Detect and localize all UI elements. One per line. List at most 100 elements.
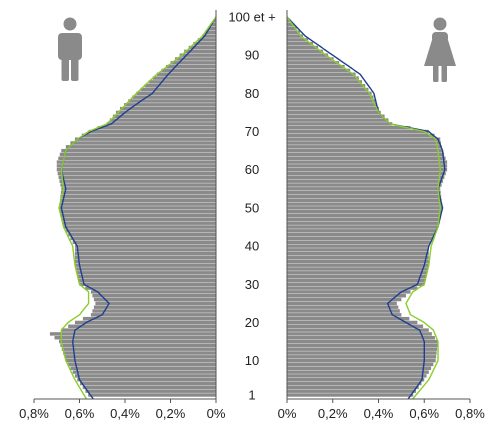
- female-bar-age-67: [287, 141, 442, 145]
- male-bar-age-76: [120, 106, 216, 111]
- male-bar-age-21: [82, 316, 216, 321]
- female-bar-age-8: [287, 366, 432, 370]
- age-axis-labels: 1 10 20 30 40 50 60 70 80 90 100 et +: [228, 10, 275, 403]
- male-bar-age-68: [74, 137, 216, 141]
- female-bar-age-4: [287, 381, 422, 386]
- x-left-tick-label: 0,8%: [19, 406, 49, 421]
- female-bar-age-69: [287, 133, 435, 138]
- male-bar-age-77: [124, 103, 216, 107]
- male-bar-age-29: [85, 286, 216, 290]
- female-bar-age-44: [287, 229, 437, 233]
- female-bar-age-77: [287, 103, 378, 107]
- female-bar-age-15: [287, 339, 438, 344]
- female-bar-age-82: [287, 84, 366, 88]
- female-bar-age-50: [287, 206, 443, 210]
- female-bar-age-80: [287, 91, 372, 96]
- female-bar-age-81: [287, 87, 369, 92]
- x-left-tick-label: 0,2%: [156, 406, 186, 421]
- female-bar-age-91: [287, 49, 324, 54]
- female-bar-age-75: [287, 110, 381, 115]
- male-bar-age-99: [213, 19, 216, 23]
- female-bar-age-17: [287, 332, 432, 336]
- x-right-tick-label: 0,2%: [318, 406, 348, 421]
- female-bar-age-60: [287, 168, 448, 172]
- male-bar-age-37: [74, 255, 216, 260]
- female-bar-age-3: [287, 385, 419, 390]
- male-bar-age-9: [68, 362, 217, 367]
- female-bar-age-98: [287, 22, 294, 27]
- x-right-tick-label: 0%: [278, 406, 297, 421]
- male-bar-age-92: [188, 45, 216, 50]
- female-bar-age-24: [287, 305, 399, 309]
- x-right-tick-label: 0,6%: [409, 406, 439, 421]
- female-blue-line: [286, 16, 446, 400]
- x-left-tick-label: 0,4%: [110, 406, 140, 421]
- male-bars: [49, 19, 217, 397]
- male-bar-age-51: [59, 202, 217, 206]
- age-label: 90: [245, 48, 259, 63]
- male-bar-age-42: [70, 236, 217, 241]
- age-label: 100 et +: [228, 10, 275, 25]
- age-label: 1: [248, 388, 255, 403]
- female-bar-age-78: [287, 99, 376, 103]
- male-bar-age-31: [78, 278, 216, 283]
- female-bar-age-42: [287, 236, 433, 241]
- male-bar-age-66: [65, 145, 216, 149]
- female-bar-age-39: [287, 248, 429, 252]
- male-bar-age-75: [115, 110, 216, 115]
- male-bar-age-80: [136, 91, 217, 96]
- male-bar-age-47: [61, 217, 216, 222]
- man-icon: [58, 17, 82, 81]
- male-bar-age-30: [79, 282, 216, 286]
- male-bar-age-46: [62, 221, 216, 225]
- male-bar-age-49: [59, 210, 216, 214]
- male-bar-age-12: [63, 351, 217, 355]
- female-bar-age-54: [287, 190, 441, 195]
- male-bar-age-78: [128, 99, 216, 103]
- female-bars: [287, 19, 448, 397]
- male-bar-age-64: [59, 152, 216, 157]
- male-bar-age-38: [74, 252, 216, 256]
- male-bar-age-87: [165, 64, 216, 69]
- female-bar-age-37: [287, 255, 429, 260]
- female-bar-age-7: [287, 370, 429, 374]
- woman-icon: [424, 17, 456, 82]
- female-bar-age-9: [287, 362, 434, 367]
- male-bar-age-59: [57, 171, 216, 176]
- female-bar-age-59: [287, 171, 446, 176]
- female-bar-age-70: [287, 129, 429, 134]
- female-bar-age-32: [287, 274, 427, 279]
- female-bar-age-36: [287, 259, 429, 264]
- male-bar-age-27: [92, 294, 216, 298]
- male-bar-age-25: [95, 301, 216, 306]
- male-bar-age-81: [140, 87, 216, 92]
- male-bar-age-50: [59, 206, 216, 210]
- female-bar-age-28: [287, 290, 411, 294]
- female-bar-age-61: [287, 164, 448, 168]
- female-bar-age-95: [287, 34, 304, 38]
- female-bar-age-14: [287, 343, 438, 348]
- reference-lines: [58, 16, 446, 400]
- x-axis-left-labels: 0% 0,2% 0,4% 0,6% 0,8%: [19, 406, 226, 421]
- x-left-tick-label: 0%: [207, 406, 226, 421]
- male-bar-age-56: [60, 183, 216, 187]
- age-label: 60: [245, 162, 259, 177]
- male-bar-age-3: [82, 385, 216, 390]
- male-bar-age-17: [49, 332, 217, 336]
- male-bar-age-35: [74, 263, 216, 267]
- female-bar-age-65: [287, 148, 443, 153]
- age-label: 80: [245, 86, 259, 101]
- male-bar-age-79: [132, 95, 216, 99]
- female-bar-age-89: [287, 57, 334, 61]
- x-axis-right-labels: 0% 0,2% 0,4% 0,6% 0,8%: [278, 406, 486, 421]
- female-bar-age-57: [287, 179, 444, 183]
- male-bar-age-2: [85, 389, 216, 393]
- female-bar-age-2: [287, 389, 417, 393]
- male-bar-age-69: [81, 133, 216, 138]
- male-bar-age-53: [60, 194, 216, 199]
- female-bar-age-23: [287, 309, 400, 313]
- age-label: 70: [245, 124, 259, 139]
- male-bar-age-58: [58, 175, 216, 180]
- male-bar-age-1: [88, 393, 216, 397]
- male-bar-age-98: [210, 22, 216, 27]
